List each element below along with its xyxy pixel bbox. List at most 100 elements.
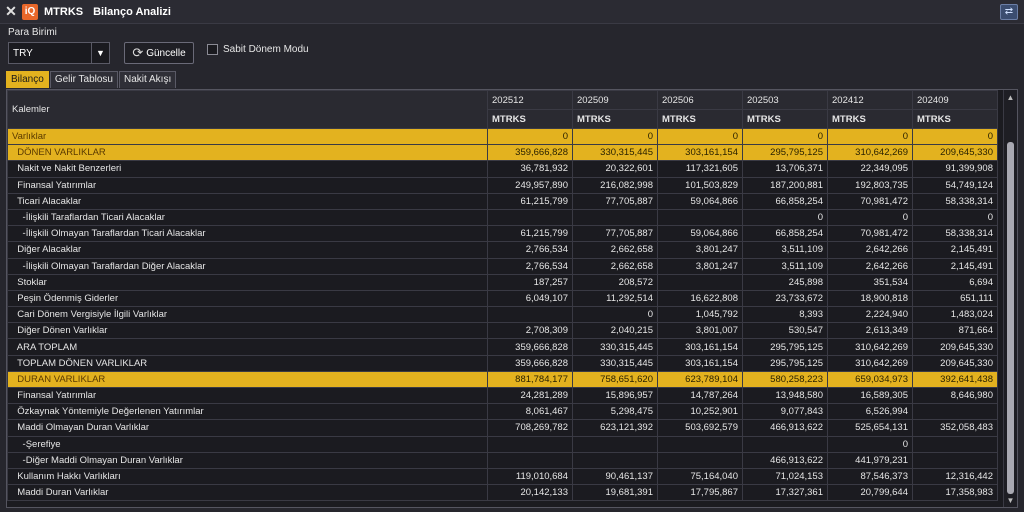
table-cell: 5,298,475 [572,403,658,421]
tab-1[interactable]: Gelir Tablosu [49,71,118,88]
balance-grid: Kalemler 202512 202509 202506 202503 202412 2… [6,89,1018,508]
table-row[interactable]: Peşin Ödenmiş Giderler 6,049,107 11,292,51… [7,289,998,308]
table-row[interactable]: Cari Dönem Vergisiyle İlgili Varlıklar 0 1… [7,306,998,324]
table-cell: 881,784,177 [487,370,573,389]
table-row[interactable]: DURAN VARLIKLAR 881,784,177 758,651,620 623… [7,370,998,389]
table-cell: 330,315,445 [572,338,658,356]
table-row[interactable]: -Şerefiye 0 [7,435,998,453]
table-cell: 22,349,095 [827,160,913,178]
chevron-down-icon[interactable]: ▼ [91,43,109,63]
column-header-period[interactable]: 202509 [572,90,658,110]
table-cell: 3,801,247 [657,257,743,275]
column-header-period[interactable]: 202409 [912,90,998,110]
scroll-down-icon[interactable]: ▼ [1006,495,1015,505]
row-label: ARA TOPLAM [7,338,488,356]
column-header-period[interactable]: 202506 [657,90,743,110]
table-cell: 3,801,007 [657,322,743,340]
tab-2[interactable]: Nakit Akışı [119,71,177,88]
table-cell: 0 [742,208,828,227]
scroll-up-icon[interactable]: ▲ [1006,92,1015,102]
table-cell: 530,547 [742,322,828,340]
table-row[interactable]: -Diğer Maddi Olmayan Duran Varlıklar 466,… [7,451,998,469]
table-cell: 659,034,973 [827,370,913,389]
table-cell: 66,858,254 [742,225,828,243]
table-cell: 58,338,314 [912,192,998,210]
table-cell: 75,164,040 [657,467,743,486]
table-cell: 0 [912,208,998,227]
table-row[interactable]: Finansal Yatırımlar 24,281,289 15,896,957 1… [7,386,998,405]
table-row[interactable]: Maddi Duran Varlıklar 20,142,133 19,681,39… [7,484,998,502]
table-cell: 392,641,438 [912,370,998,389]
close-icon[interactable]: ✕ [5,3,17,19]
table-cell: 2,662,658 [572,241,658,259]
table-row[interactable]: -İlişkili Olmayan Taraflardan Diğer Alac… [7,257,998,275]
table-cell: 70,981,472 [827,225,913,243]
table-row[interactable]: Maddi Olmayan Duran Varlıklar 708,269,782… [7,419,998,437]
table-row[interactable]: -İlişkili Taraflardan Ticari Alacaklar 0 0… [7,208,998,227]
row-label: -İlişkili Olmayan Taraflardan Ticari Ala… [7,225,488,243]
table-row[interactable]: Finansal Yatırımlar 249,957,890 216,082,99… [7,176,998,194]
table-cell: 0 [827,435,913,453]
table-row[interactable]: Stoklar 187,257 208,572 245,898 351,534 6,694 [7,273,998,291]
table-cell: 8,646,980 [912,386,998,405]
table-row[interactable]: ARA TOPLAM 359,666,828 330,315,445 303,161,… [7,338,998,356]
table-cell: 0 [487,127,573,146]
table-cell [657,451,743,469]
table-cell: 24,281,289 [487,386,573,405]
table-row[interactable]: Diğer Dönen Varlıklar 2,708,309 2,040,215 3… [7,322,998,340]
checkbox-box[interactable] [207,44,218,55]
row-label: -Şerefiye [7,435,488,453]
column-header-period[interactable]: 202412 [827,90,913,110]
table-cell: 295,795,125 [742,144,828,162]
column-header-items[interactable]: Kalemler [7,90,488,129]
table-cell [487,451,573,469]
table-row[interactable]: Diğer Alacaklar 2,766,534 2,662,658 3,801,2… [7,241,998,259]
table-cell: 90,461,137 [572,467,658,486]
table-cell [572,208,658,227]
table-cell: 12,316,442 [912,467,998,486]
table-cell [912,451,998,469]
row-label: Cari Dönem Vergisiyle İlgili Varlıklar [7,306,488,324]
currency-select[interactable]: TRY ▼ [8,42,110,64]
row-label: Stoklar [7,273,488,291]
table-cell: 580,258,223 [742,370,828,389]
table-cell: 6,694 [912,273,998,291]
column-header-period[interactable]: 202503 [742,90,828,110]
window-settings-icon[interactable]: ⇄ [1000,4,1018,20]
column-header-period[interactable]: 202512 [487,90,573,110]
table-cell: 2,040,215 [572,322,658,340]
update-button[interactable]: ⟳ Güncelle [124,42,194,64]
table-cell: 623,789,104 [657,370,743,389]
table-cell: 1,483,024 [912,306,998,324]
row-label: -İlişkili Taraflardan Ticari Alacaklar [7,208,488,227]
table-row[interactable]: -İlişkili Olmayan Taraflardan Ticari Ala… [7,225,998,243]
table-row[interactable]: Ticari Alacaklar 61,215,799 77,705,887 59,0… [7,192,998,210]
table-row[interactable]: TOPLAM DÖNEN VARLIKLAR 359,666,828 330,315… [7,354,998,372]
vertical-scrollbar[interactable]: ▲ ▼ [1003,90,1017,507]
scroll-thumb[interactable] [1007,142,1014,494]
table-cell [657,273,743,291]
table-cell: 2,224,940 [827,306,913,324]
table-row[interactable]: DÖNEN VARLIKLAR 359,666,828 330,315,445 303… [7,144,998,162]
fixed-period-checkbox[interactable]: Sabit Dönem Modu [207,44,309,55]
table-cell: 192,803,735 [827,176,913,194]
tab-0[interactable]: Bilanço [6,71,49,88]
row-label: Varlıklar [7,127,488,146]
table-cell: 13,706,371 [742,160,828,178]
table-cell: 466,913,622 [742,419,828,437]
table-cell: 303,161,154 [657,354,743,372]
table-cell: 14,787,264 [657,386,743,405]
table-row[interactable]: Varlıklar 0 0 0 0 0 0 [7,127,998,146]
symbol-title: MTRKS [44,5,84,18]
table-cell: 209,645,330 [912,354,998,372]
table-row[interactable]: Özkaynak Yöntemiyle Değerlenen Yatırımla… [7,403,998,421]
table-row[interactable]: Nakit ve Nakit Benzerleri 36,781,932 20,32… [7,160,998,178]
table-cell: 623,121,392 [572,419,658,437]
table-cell [657,435,743,453]
table-row[interactable]: Kullanım Hakkı Varlıkları 119,010,684 90,4… [7,467,998,486]
row-label: Kullanım Hakkı Varlıkları [7,467,488,486]
table-cell: 708,269,782 [487,419,573,437]
table-cell: 310,642,269 [827,338,913,356]
table-cell: 91,399,908 [912,160,998,178]
row-label: -Diğer Maddi Olmayan Duran Varlıklar [7,451,488,469]
